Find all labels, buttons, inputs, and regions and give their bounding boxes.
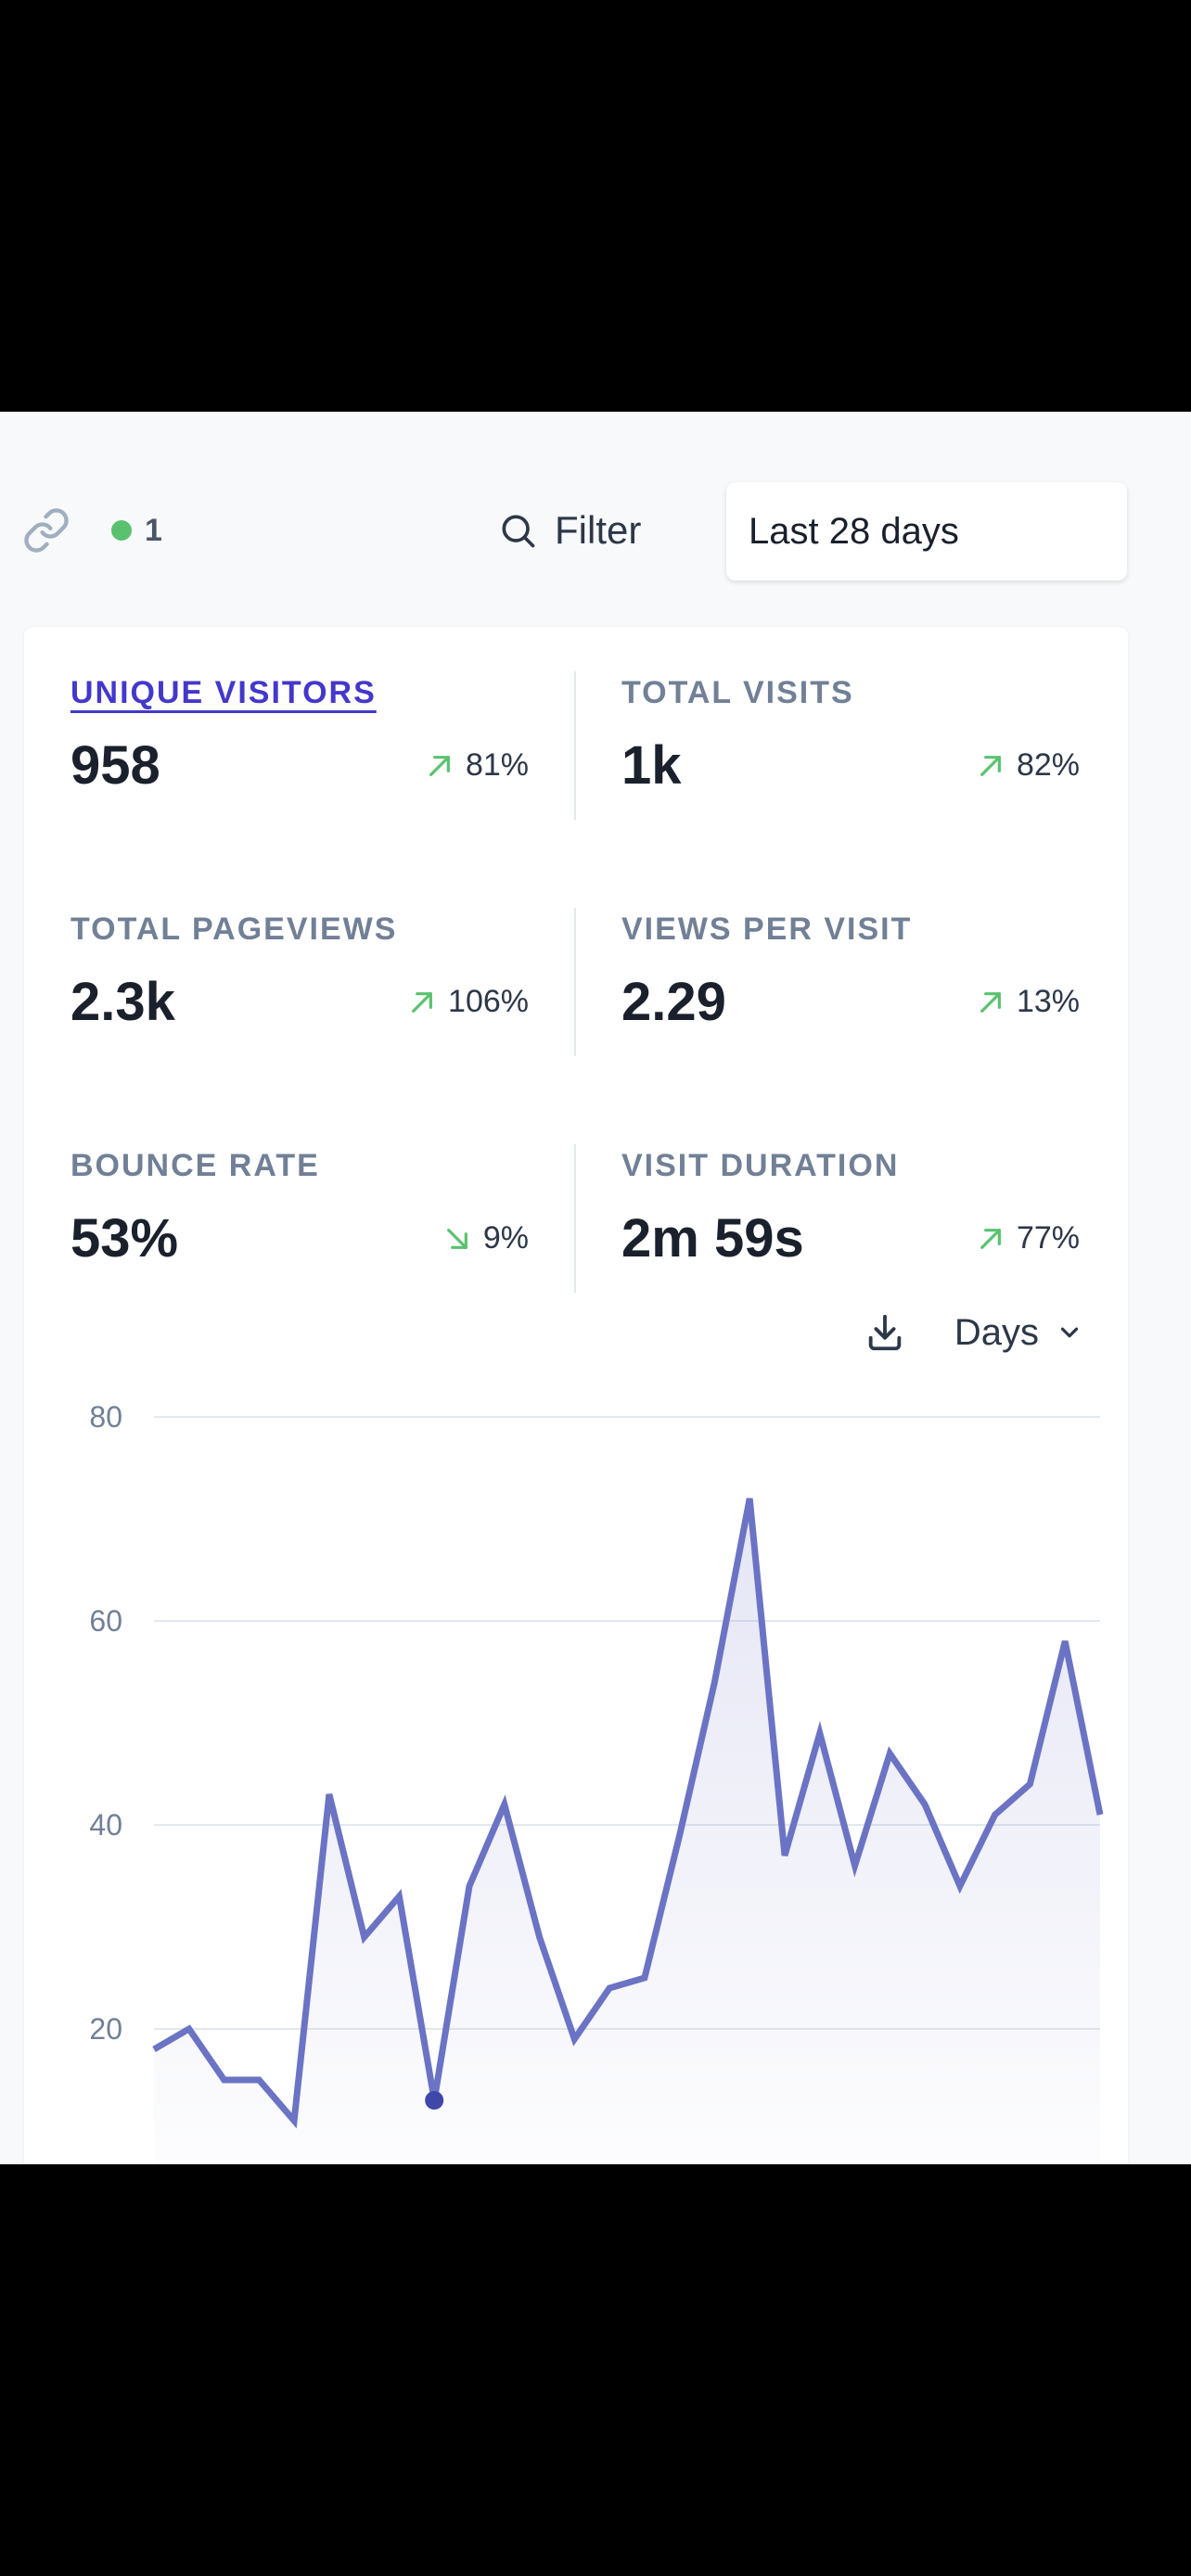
highlighted-data-point[interactable] [425,2091,444,2110]
stats-card: UNIQUE VISITORS 958 81% TOTAL VISITS 1k … [24,627,1128,2164]
interval-dropdown[interactable]: Days [954,1312,1083,1354]
link-icon[interactable] [22,506,70,555]
chevron-down-icon [1060,1327,1079,1338]
metric-label: TOTAL VISITS [621,675,854,710]
download-icon[interactable] [864,1311,906,1354]
arrow-up-right-icon [980,1228,1001,1249]
metric-label: BOUNCE RATE [70,1148,320,1183]
arrow-up-right-icon [429,755,450,776]
metric-change-value: 77% [1016,1220,1080,1256]
y-tick-label: 20 [89,2012,122,2046]
metric-divider [574,908,576,1056]
metric-value: 2.29 [621,972,726,1032]
metric-change: 106% [407,984,529,1020]
metric-value: 53% [70,1208,179,1269]
metric-divider [574,671,576,820]
series-area [154,1498,1100,2164]
arrow-down-right-icon [446,1228,467,1249]
live-indicator-icon [111,520,132,541]
metric-change: 77% [976,1220,1080,1256]
date-range-label: Last 28 days [749,510,959,552]
top-bar: 1 Filter Last 28 days [0,482,1191,584]
search-icon [502,515,535,548]
dashboard-screen: 1 Filter Last 28 days UNIQUE VISITORS 95… [0,412,1191,2164]
metric-change-value: 9% [482,1220,529,1256]
metric-label: TOTAL PAGEVIEWS [70,912,398,947]
metric-change: 9% [442,1220,529,1256]
y-tick-label: 60 [89,1604,122,1638]
metric-change-value: 81% [465,747,529,783]
arrow-up-right-icon [412,991,432,1013]
metric-divider [574,1144,576,1293]
metric-value: 2.3k [70,972,175,1032]
metric-total-visits[interactable]: TOTAL VISITS 1k 82% [621,675,1080,823]
metric-unique-visitors[interactable]: UNIQUE VISITORS 958 81% [70,675,529,823]
metric-label: VIEWS PER VISIT [621,912,913,947]
filter-button[interactable]: Filter [497,503,641,558]
metric-change-value: 13% [1016,984,1080,1019]
metric-value: 1k [621,735,682,796]
metric-label: UNIQUE VISITORS [70,675,377,710]
interval-label: Days [954,1311,1039,1353]
arrow-up-right-icon [980,755,1001,776]
visitors-chart[interactable]: 20 40 60 80 [24,627,1128,2164]
metric-visit-duration[interactable]: VISIT DURATION 2m 59s 77% [621,1148,1080,1296]
chart-controls: Days [864,1311,1083,1354]
y-tick-label: 40 [89,1808,122,1842]
metric-total-pageviews[interactable]: TOTAL PAGEVIEWS 2.3k 106% [70,912,529,1060]
date-range-picker[interactable]: Last 28 days [726,482,1127,580]
metric-change-value: 106% [448,984,529,1019]
current-visitors[interactable]: 1 [111,508,162,553]
filter-label: Filter [555,508,642,552]
y-tick-label: 80 [89,1400,122,1434]
metric-views-per-visit[interactable]: VIEWS PER VISIT 2.29 13% [621,912,1080,1060]
metric-change: 81% [425,747,529,784]
metric-change: 13% [976,984,1080,1020]
metric-value: 2m 59s [621,1208,804,1269]
arrow-up-right-icon [980,991,1001,1013]
metric-value: 958 [70,735,160,796]
metric-change: 82% [976,747,1080,784]
metric-label: VISIT DURATION [621,1148,900,1183]
series-line [152,1498,1104,2129]
current-visitors-count: 1 [145,512,162,548]
metric-change-value: 82% [1016,747,1080,783]
metric-bounce-rate[interactable]: BOUNCE RATE 53% 9% [70,1148,529,1296]
